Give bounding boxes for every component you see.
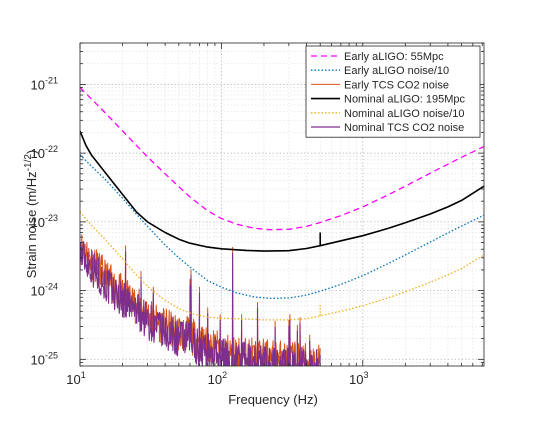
- y-tick-label-base: 10: [31, 352, 45, 367]
- x-tick-label: 101: [66, 370, 85, 387]
- y-tick-label-base: 10: [31, 77, 45, 92]
- plot-border: [79, 42, 485, 367]
- y-tick-label-exp: -24: [45, 282, 58, 292]
- y-tick-label-base: 10: [31, 215, 45, 230]
- x-tick-label-exp: 1: [81, 370, 86, 380]
- legend-label: Early TCS CO2 noise: [344, 79, 449, 91]
- x-axis: 101 102 103: [66, 43, 483, 387]
- series-early-aligo: [80, 87, 484, 231]
- series-group: [80, 87, 484, 366]
- y-tick-label: 10-22: [31, 144, 58, 161]
- x-tick-label-base: 10: [66, 372, 80, 387]
- legend: Early aLIGO: 55Mpc Early aLIGO noise/10 Ea…: [305, 45, 481, 138]
- legend-label: Early aLIGO noise/10: [344, 65, 449, 77]
- y-tick-label: 10-24: [31, 282, 58, 299]
- y-axis-title: Strain noise (m/Hz-1/2): [23, 150, 39, 279]
- y-tick-label-exp: -23: [45, 213, 58, 223]
- x-tick-label: 103: [349, 370, 368, 387]
- series-early-aligo-noise-10: [80, 154, 484, 300]
- y-tick-label: 10-23: [31, 213, 58, 230]
- x-tick-label-base: 10: [349, 372, 363, 387]
- y-tick-label-exp: -21: [45, 75, 58, 85]
- x-tick-label-exp: 3: [364, 370, 369, 380]
- x-axis-title: Frequency (Hz): [228, 392, 318, 407]
- y-tick-label: 10-25: [31, 350, 58, 367]
- y-tick-label-exp: -22: [45, 144, 58, 154]
- legend-label: Nominal aLIGO: 195Mpc: [344, 94, 466, 106]
- y-tick-label-base: 10: [31, 146, 45, 161]
- legend-label: Nominal aLIGO noise/10: [344, 108, 464, 120]
- series-nominal-aligo-noise-10: [80, 211, 484, 321]
- x-tick-label-base: 10: [208, 372, 222, 387]
- x-tick-label-exp: 2: [222, 370, 227, 380]
- series-nominal-tcs-co2-noise: [80, 241, 321, 366]
- y-tick-label: 10-21: [31, 75, 58, 92]
- legend-label: Nominal TCS CO2 noise: [344, 122, 464, 134]
- legend-box: [305, 45, 481, 138]
- y-tick-label-exp: -25: [45, 350, 58, 360]
- x-tick-label: 102: [208, 370, 227, 387]
- y-tick-label-base: 10: [31, 284, 45, 299]
- series-nominal-aligo: [80, 130, 484, 252]
- legend-label: Early aLIGO: 55Mpc: [344, 51, 444, 63]
